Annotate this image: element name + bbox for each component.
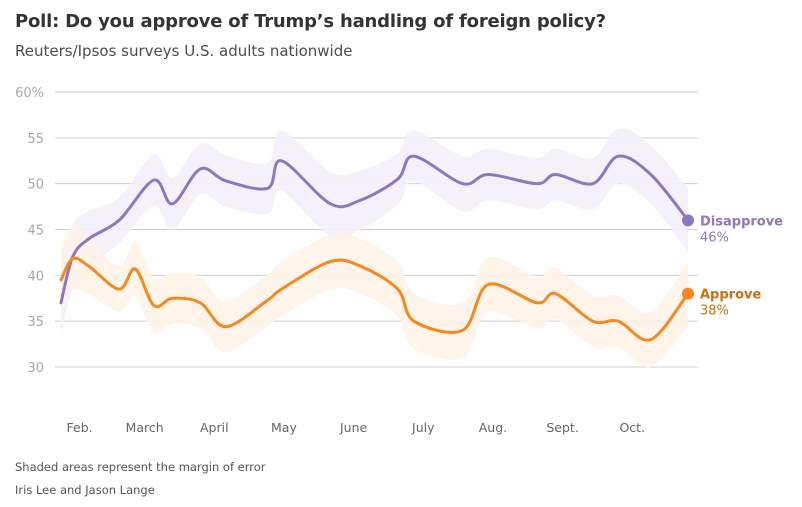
y-tick-label: 45 bbox=[27, 224, 44, 239]
x-tick-label: March bbox=[126, 420, 164, 435]
disapprove-value: 46% bbox=[700, 230, 729, 245]
disapprove-label: Disapprove bbox=[700, 214, 783, 229]
chart-canvas: 60% 55 50 45 40 35 30 Feb. March April May June Jul… bbox=[15, 86, 783, 435]
credit: Iris Lee and Jason Lange bbox=[15, 483, 155, 497]
margin-bands bbox=[61, 128, 688, 368]
approve-label: Approve bbox=[700, 288, 761, 303]
y-tick-label: 35 bbox=[27, 315, 44, 330]
approve-line bbox=[59, 256, 690, 342]
series-lines bbox=[59, 154, 694, 342]
y-tick-label: 60% bbox=[15, 86, 44, 101]
chart-title: Poll: Do you approve of Trump’s handling… bbox=[15, 11, 606, 32]
x-tick-label: July bbox=[411, 420, 435, 435]
x-tick-label: Oct. bbox=[619, 420, 645, 435]
x-tick-label: June bbox=[339, 420, 368, 435]
disapprove-margin-band bbox=[61, 128, 688, 335]
chart-subtitle: Reuters/Ipsos surveys U.S. adults nation… bbox=[15, 42, 353, 60]
y-tick-label: 30 bbox=[27, 361, 44, 376]
x-tick-label: Feb. bbox=[67, 420, 93, 435]
y-tick-label: 40 bbox=[27, 269, 44, 284]
disapprove-end-dot bbox=[682, 214, 694, 227]
approve-end-dot bbox=[682, 287, 694, 300]
approve-margin-band bbox=[61, 226, 688, 368]
approve-value: 38% bbox=[700, 304, 729, 319]
y-tick-label: 50 bbox=[27, 178, 44, 193]
disapprove-line bbox=[59, 154, 690, 305]
footnote: Shaded areas represent the margin of err… bbox=[15, 460, 266, 474]
x-tick-label: May bbox=[271, 420, 297, 435]
x-tick-label: Sept. bbox=[546, 420, 578, 435]
x-tick-label: Aug. bbox=[479, 420, 507, 435]
x-tick-label: April bbox=[200, 420, 229, 435]
y-axis-ticks: 60% 55 50 45 40 35 30 bbox=[15, 86, 44, 376]
x-axis-ticks: Feb. March April May June July Aug. Sept. Oct. bbox=[67, 420, 646, 435]
y-tick-label: 55 bbox=[27, 132, 44, 147]
